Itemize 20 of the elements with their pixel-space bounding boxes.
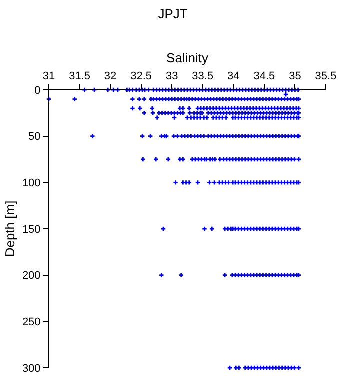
x-tick-label: 34.5 — [254, 70, 276, 83]
x-tick-label: 32 — [104, 70, 117, 83]
y-tick-label: 100 — [22, 178, 41, 190]
x-tick-label: 35.5 — [315, 70, 337, 83]
x-axis-title: Salinity — [166, 50, 209, 66]
y-tick-label: 300 — [22, 362, 41, 375]
x-tick-label: 31.5 — [69, 70, 90, 83]
x-tick-label: 33 — [166, 70, 178, 83]
chart-title: JPJT — [158, 6, 188, 22]
x-tick-label: 35 — [289, 70, 302, 83]
x-tick-label: 33.5 — [192, 70, 214, 83]
y-tick-label: 150 — [22, 224, 41, 236]
x-tick-label: 32.5 — [130, 70, 152, 83]
y-tick-label: 0 — [34, 84, 41, 97]
y-axis-title: Depth [m] — [2, 200, 18, 258]
y-tick-label: 50 — [28, 131, 41, 144]
y-tick-label: 200 — [22, 270, 41, 282]
x-tick-label: 31 — [42, 70, 56, 83]
y-tick-label: 250 — [22, 316, 41, 329]
x-tick-label: 34 — [228, 70, 240, 83]
